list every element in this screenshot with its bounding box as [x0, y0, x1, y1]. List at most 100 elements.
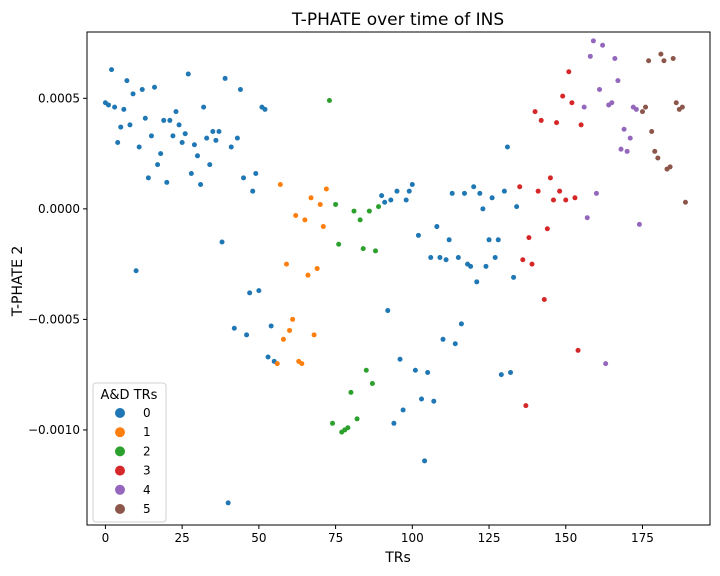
data-point-series-0-89 — [480, 206, 486, 212]
data-point-series-0-10 — [133, 268, 139, 274]
data-point-series-1-1 — [277, 182, 283, 188]
data-point-series-0-7 — [124, 78, 130, 84]
data-point-series-0-32 — [201, 104, 207, 110]
data-point-series-2-16 — [376, 204, 382, 210]
x-tick-label-5: 125 — [478, 531, 501, 545]
data-point-series-0-42 — [231, 325, 237, 331]
data-point-series-3-3 — [526, 235, 532, 241]
data-point-series-4-4 — [593, 190, 599, 196]
data-point-series-0-1 — [105, 102, 111, 108]
data-point-series-4-12 — [618, 146, 624, 152]
data-point-series-4-3 — [590, 38, 596, 44]
x-tick-label-7: 175 — [631, 531, 654, 545]
data-point-series-3-10 — [547, 175, 553, 181]
data-point-series-2-2 — [333, 201, 339, 207]
data-point-series-0-16 — [152, 84, 158, 90]
x-axis-title: TRs — [384, 550, 411, 566]
data-point-series-0-70 — [422, 458, 428, 464]
data-point-series-2-11 — [360, 246, 366, 252]
data-point-series-0-68 — [415, 232, 421, 238]
data-point-series-5-10 — [670, 56, 676, 62]
data-point-series-0-25 — [179, 140, 185, 146]
data-point-series-0-28 — [188, 170, 194, 176]
x-tick-label-4: 100 — [401, 531, 424, 545]
data-point-series-5-4 — [652, 148, 658, 154]
data-point-series-0-64 — [403, 197, 409, 203]
data-point-series-1-8 — [299, 361, 305, 367]
legend-marker-2 — [115, 446, 125, 457]
data-point-series-0-20 — [164, 179, 170, 185]
data-point-series-0-62 — [397, 356, 403, 362]
data-point-series-4-7 — [603, 361, 609, 367]
data-point-series-0-52 — [262, 106, 268, 112]
legend-label-1: 1 — [143, 425, 151, 439]
data-point-series-0-37 — [216, 128, 222, 134]
data-point-series-0-50 — [256, 288, 262, 294]
chart-title: T-PHATE over time of INS — [291, 10, 504, 30]
data-point-series-0-87 — [474, 279, 480, 285]
data-point-series-0-48 — [250, 188, 256, 194]
data-point-series-0-36 — [213, 137, 219, 143]
data-point-series-0-6 — [121, 106, 127, 112]
legend-marker-4 — [115, 484, 125, 495]
data-point-series-4-1 — [584, 215, 590, 221]
data-point-series-3-8 — [541, 297, 547, 303]
data-point-series-5-2 — [646, 58, 652, 64]
data-point-series-0-98 — [508, 369, 514, 375]
x-tick-label-1: 25 — [174, 531, 189, 545]
data-point-series-4-0 — [581, 104, 587, 110]
data-point-series-0-21 — [167, 117, 173, 123]
data-point-series-0-63 — [400, 407, 406, 413]
data-point-series-0-85 — [468, 263, 474, 269]
data-point-series-0-22 — [170, 133, 176, 139]
data-point-series-3-13 — [557, 188, 563, 194]
data-point-series-0-31 — [198, 182, 204, 188]
data-point-series-3-5 — [532, 109, 538, 115]
data-point-series-0-92 — [489, 195, 495, 201]
data-point-series-1-13 — [314, 266, 320, 272]
data-point-series-2-8 — [351, 208, 357, 214]
data-point-series-3-18 — [572, 195, 578, 201]
x-tick-label-0: 0 — [102, 531, 110, 545]
data-point-series-2-12 — [363, 367, 369, 373]
data-point-series-0-40 — [225, 500, 231, 506]
data-point-series-3-1 — [520, 257, 526, 263]
data-point-series-0-69 — [419, 396, 425, 402]
data-point-series-0-100 — [514, 204, 520, 210]
data-point-series-4-18 — [636, 221, 642, 227]
data-point-series-0-29 — [191, 142, 197, 148]
plot-area: 0 25 50 75 100 125 150 175−0.0010−0.00050.00000… — [28, 31, 711, 545]
data-point-series-0-91 — [486, 237, 492, 243]
data-point-series-0-74 — [434, 224, 440, 230]
data-point-series-0-30 — [194, 153, 200, 159]
data-point-series-2-1 — [330, 420, 336, 426]
data-point-series-0-59 — [388, 197, 394, 203]
legend-label-2: 2 — [143, 444, 151, 458]
data-point-series-5-7 — [661, 58, 667, 64]
legend-marker-3 — [115, 465, 125, 476]
data-point-series-5-3 — [649, 128, 655, 134]
data-point-series-0-80 — [452, 341, 458, 347]
data-point-series-0-5 — [118, 124, 124, 130]
data-point-series-0-47 — [247, 290, 253, 296]
data-point-series-0-75 — [437, 254, 443, 260]
data-point-series-0-57 — [382, 199, 388, 205]
data-point-series-0-67 — [412, 367, 418, 373]
data-point-series-0-44 — [237, 86, 243, 92]
x-tick-label-3: 75 — [328, 531, 343, 545]
data-point-series-0-4 — [115, 140, 121, 146]
legend: A&D TRs 0 1 2 3 4 5 — [92, 382, 167, 523]
data-point-series-2-14 — [369, 381, 375, 387]
data-point-series-0-93 — [492, 254, 498, 260]
data-point-series-0-90 — [483, 263, 489, 269]
legend-label-5: 5 — [143, 502, 151, 516]
x-tick-label-6: 150 — [554, 531, 577, 545]
data-point-series-3-20 — [578, 122, 584, 128]
data-point-series-5-14 — [682, 199, 688, 205]
legend-label-4: 4 — [143, 483, 151, 497]
data-point-series-0-61 — [394, 188, 400, 194]
data-point-series-0-49 — [253, 170, 259, 176]
y-tick-label-2: 0.0000 — [38, 202, 80, 216]
data-point-series-0-96 — [501, 188, 507, 194]
data-point-series-0-88 — [477, 190, 483, 196]
